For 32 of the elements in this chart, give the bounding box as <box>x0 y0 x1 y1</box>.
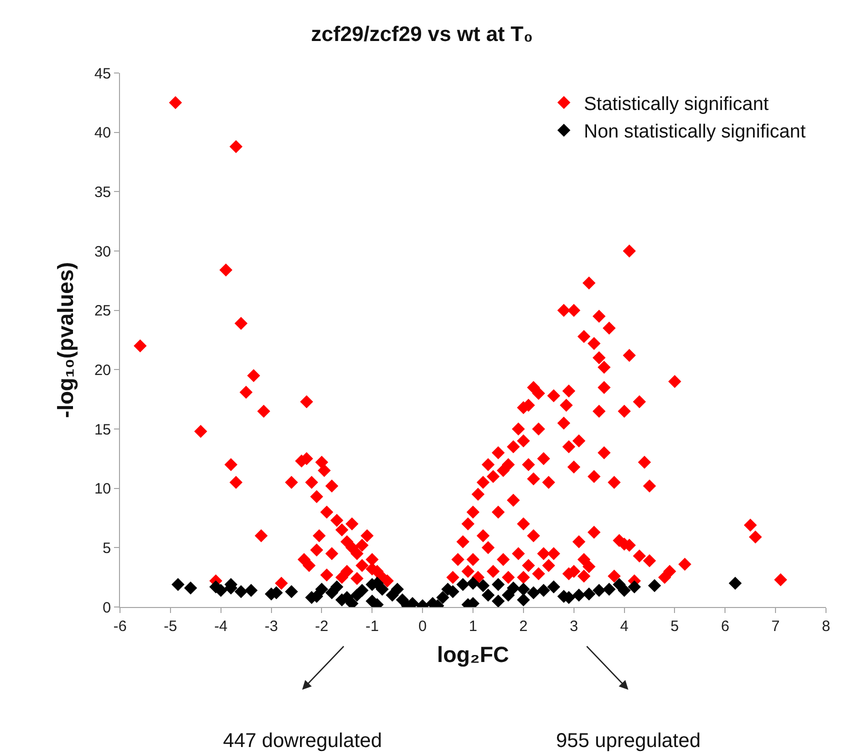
y-tick-label: 0 <box>102 599 111 616</box>
x-tick-label: -1 <box>365 618 379 635</box>
x-tick-label: 7 <box>771 618 780 635</box>
y-tick-label: 20 <box>94 362 111 379</box>
y-tick-label: 10 <box>94 480 111 498</box>
y-tick-label: 45 <box>94 65 111 82</box>
y-tick-label: 5 <box>102 540 111 557</box>
y-tick-label: 40 <box>94 124 111 142</box>
y-tick-label: 35 <box>94 184 111 201</box>
x-tick-label: 2 <box>519 618 528 635</box>
x-tick-label: 4 <box>620 618 628 635</box>
legend-label: Non statistically significant <box>584 122 806 143</box>
x-tick-label: 6 <box>720 618 730 635</box>
text: 955 upregulated <box>556 730 701 752</box>
x-tick-label: 0 <box>418 618 427 635</box>
x-axis-title: log₂FC <box>436 642 510 667</box>
y-tick-label: 25 <box>94 302 111 320</box>
y-axis-title: -log₁₀(pvalues) <box>53 262 78 418</box>
x-tick-label: 8 <box>822 618 830 635</box>
x-tick-label: -4 <box>214 618 228 635</box>
x-tick-label: 5 <box>670 618 679 635</box>
legend-label: Statistically significant <box>584 94 770 115</box>
chart-title: zcf29/zcf29 vs wt at T₀ <box>311 23 533 46</box>
x-tick-label: -2 <box>315 618 328 635</box>
y-tick-label: 15 <box>94 421 111 438</box>
x-tick-label: 3 <box>570 618 578 635</box>
text: 447 dowregulated <box>223 730 382 752</box>
x-tick-label: -5 <box>164 618 178 635</box>
x-tick-label: 1 <box>468 618 478 635</box>
y-tick-label: 30 <box>94 243 111 260</box>
x-tick-label: -6 <box>113 618 127 635</box>
x-tick-label: -3 <box>264 618 278 635</box>
